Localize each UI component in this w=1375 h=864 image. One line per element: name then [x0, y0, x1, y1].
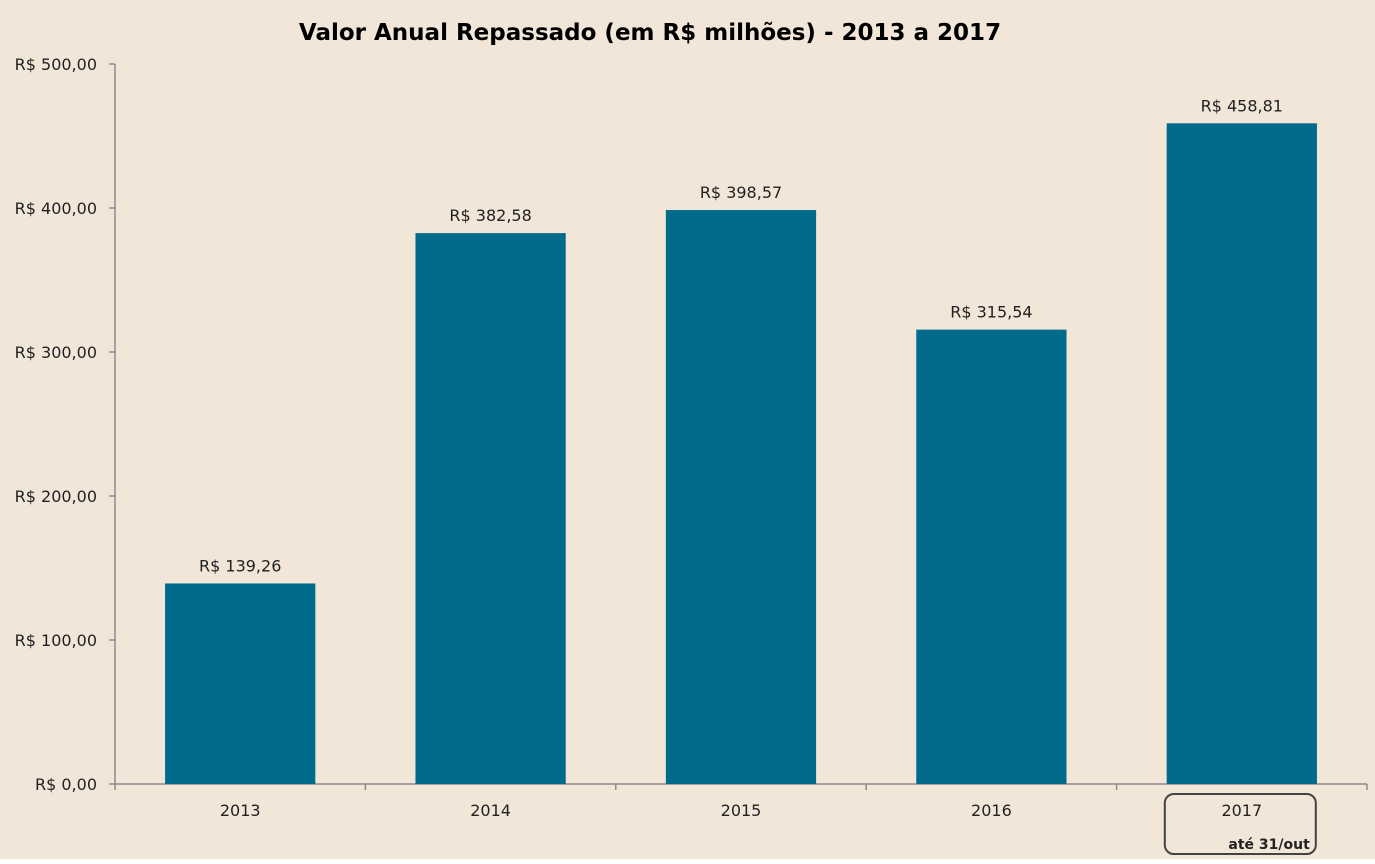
y-axis: R$ 0,00 R$ 100,00 R$ 200,00 R$ 300,00 R$ 400…	[15, 55, 116, 794]
y-tick-label: R$ 500,00	[15, 55, 97, 74]
data-label-2013: R$ 139,26	[199, 556, 281, 575]
y-tick-label: R$ 300,00	[15, 343, 97, 362]
data-label-2016: R$ 315,54	[950, 303, 1032, 322]
annotation-text: até 31/out	[1228, 837, 1310, 853]
x-tick-label-2017: 2017	[1221, 801, 1262, 820]
bar-2017	[1166, 123, 1317, 784]
data-labels: R$ 139,26 R$ 382,58 R$ 398,57 R$ 315,54 R$ 4…	[199, 96, 1283, 575]
x-tick-label-2014: 2014	[470, 801, 511, 820]
bar-2013	[165, 583, 316, 784]
bar-2015	[665, 210, 817, 784]
x-tick-label-2016: 2016	[971, 801, 1012, 820]
x-tick-label-2013: 2013	[220, 801, 261, 820]
bar-2016	[916, 329, 1067, 784]
chart-title: Valor Anual Repassado (em R$ milhões) - …	[299, 20, 1001, 46]
data-label-2015: R$ 398,57	[700, 183, 782, 202]
x-tick-label-2015: 2015	[721, 801, 762, 820]
bar-2014	[415, 233, 566, 785]
data-label-2017: R$ 458,81	[1201, 96, 1283, 115]
y-tick-label: R$ 400,00	[15, 199, 97, 218]
bars	[165, 123, 1317, 785]
y-tick-label: R$ 100,00	[15, 631, 97, 650]
y-tick-label: R$ 0,00	[35, 775, 97, 794]
category-annotation: até 31/out	[1163, 793, 1317, 855]
data-label-2014: R$ 382,58	[449, 206, 531, 225]
annotation-box	[1163, 793, 1317, 855]
y-tick-label: R$ 200,00	[15, 487, 97, 506]
